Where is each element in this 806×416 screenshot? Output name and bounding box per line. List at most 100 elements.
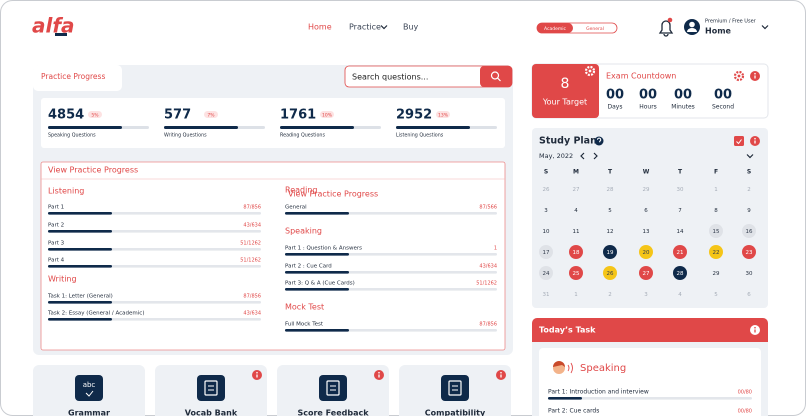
day[interactable]: 31 (543, 292, 550, 298)
item-name[interactable]: Part 4 (48, 258, 65, 264)
day[interactable]: 17 (543, 250, 550, 256)
day-highlight[interactable] (673, 266, 687, 280)
tool-label[interactable]: Vocab Bank (185, 409, 238, 416)
day-highlight[interactable] (639, 266, 653, 280)
day-highlight[interactable] (709, 224, 723, 238)
item-name[interactable]: Part 2 (48, 223, 64, 229)
day-highlight[interactable] (569, 266, 583, 280)
item-name[interactable]: Part 3 (48, 241, 65, 247)
item-name[interactable]: Part 1 (48, 205, 64, 211)
day[interactable]: 27 (643, 271, 650, 277)
day[interactable]: 19 (607, 250, 614, 256)
item-name[interactable]: Part 2 : Cue Card (285, 264, 332, 270)
search-button[interactable] (480, 66, 512, 87)
day[interactable]: 15 (713, 229, 720, 235)
day[interactable]: 26 (543, 187, 550, 193)
day[interactable]: 4 (574, 208, 578, 214)
day[interactable]: 18 (573, 250, 580, 256)
day[interactable]: 27 (573, 187, 580, 193)
bell-icon[interactable] (658, 20, 674, 37)
day-highlight[interactable] (539, 266, 553, 280)
toggle-option[interactable]: General (586, 26, 604, 32)
nav-link[interactable]: Buy (403, 23, 419, 32)
logo[interactable]: alfa (32, 14, 75, 38)
target-box[interactable] (532, 64, 599, 118)
day[interactable]: 26 (607, 271, 614, 277)
tool-label[interactable]: Score Feedback (297, 409, 369, 416)
day[interactable]: 21 (677, 250, 684, 256)
day[interactable]: 28 (607, 187, 614, 193)
day[interactable]: 14 (677, 229, 684, 235)
day[interactable]: 12 (607, 229, 614, 235)
day-highlight[interactable] (709, 245, 723, 259)
item-name[interactable]: Task 2: Essay (General / Academic) (47, 311, 144, 317)
item-name[interactable]: Full Mock Test (285, 322, 324, 328)
day[interactable]: 7 (678, 208, 682, 214)
day-highlight[interactable] (742, 245, 756, 259)
tool-label[interactable]: Compatibility (425, 409, 486, 416)
day[interactable]: 1 (574, 292, 578, 298)
day[interactable]: 4 (678, 292, 682, 298)
day-highlight[interactable] (603, 266, 617, 280)
progress-title[interactable]: View Practice Progress (48, 166, 138, 175)
day[interactable]: 2 (608, 292, 612, 298)
day[interactable]: 5 (608, 208, 612, 214)
tool-label[interactable]: Grammar (68, 409, 110, 416)
day[interactable]: 30 (677, 187, 684, 193)
day-highlight[interactable] (569, 245, 583, 259)
day[interactable]: 29 (713, 271, 720, 277)
toggle-active (537, 23, 573, 33)
task-item-name[interactable]: Part 1: Introduction and interview (548, 389, 649, 396)
gear-icon[interactable] (733, 70, 745, 82)
day-highlight[interactable] (639, 245, 653, 259)
item-name[interactable]: Part 3: Q & A (Cue Cards) (285, 281, 355, 287)
item-name[interactable]: Part 1 : Question & Answers (285, 246, 362, 252)
calendar-icon[interactable] (734, 136, 744, 146)
prev-month[interactable] (580, 152, 585, 160)
practice-tab[interactable] (33, 65, 122, 91)
day[interactable]: 22 (713, 250, 720, 256)
day-highlight[interactable] (673, 245, 687, 259)
item-count: 87/856 (243, 205, 261, 211)
day[interactable]: 6 (644, 208, 648, 214)
item-name[interactable]: General (285, 205, 307, 211)
user-dropdown[interactable] (761, 25, 769, 30)
day[interactable]: 24 (543, 271, 550, 277)
next-month[interactable] (593, 152, 598, 160)
item-count: 87/856 (243, 294, 261, 300)
tab-label[interactable]: Practice Progress (41, 72, 105, 81)
day[interactable]: 5 (714, 292, 718, 298)
day[interactable]: 23 (746, 250, 753, 256)
day-highlight[interactable] (539, 245, 553, 259)
nav-link[interactable]: Practice (349, 23, 381, 32)
day[interactable]: 30 (746, 271, 753, 277)
day[interactable]: 3 (644, 292, 648, 298)
day[interactable]: 10 (543, 229, 550, 235)
nav-link[interactable]: Home (308, 23, 332, 32)
day[interactable]: 25 (573, 271, 580, 277)
toggle-option[interactable]: Academic (544, 26, 566, 32)
day[interactable]: 8 (714, 208, 718, 214)
day[interactable]: 20 (643, 250, 650, 256)
task-item-name[interactable]: Part 2: Cue cards (548, 408, 599, 415)
calendar-collapse[interactable] (746, 154, 754, 159)
nav-dropdown[interactable] (380, 25, 388, 30)
day[interactable]: 9 (747, 208, 751, 214)
day[interactable]: 1 (714, 187, 718, 193)
day[interactable]: 2 (747, 187, 751, 193)
day[interactable]: 6 (747, 292, 751, 298)
day[interactable]: 3 (544, 208, 548, 214)
progress-box (40, 161, 506, 351)
search-placeholder[interactable]: Search questions... (352, 73, 428, 82)
help-icon[interactable] (594, 136, 604, 146)
day-highlight[interactable] (603, 245, 617, 259)
stats-card (41, 98, 505, 148)
item-name[interactable]: Task 1: Letter (General) (47, 294, 113, 300)
gear-icon[interactable] (584, 65, 596, 77)
day[interactable]: 28 (677, 271, 684, 277)
day-highlight[interactable] (742, 224, 756, 238)
day[interactable]: 13 (643, 229, 650, 235)
day[interactable]: 11 (573, 229, 580, 235)
day[interactable]: 29 (643, 187, 650, 193)
day[interactable]: 16 (746, 229, 753, 235)
